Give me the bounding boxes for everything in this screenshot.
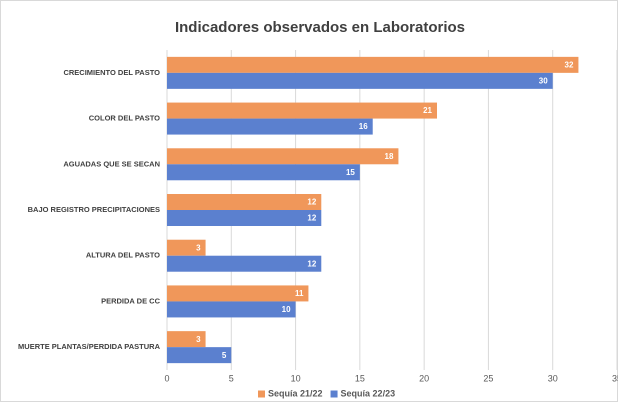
bar [167, 347, 232, 364]
data-label: 18 [385, 152, 394, 161]
data-label: 10 [282, 305, 291, 314]
x-tick-label: 25 [483, 373, 493, 383]
data-label: 15 [346, 168, 355, 177]
y-tick-label: MUERTE PLANTAS/PERDIDA PASTURA [18, 342, 161, 351]
data-label: 3 [196, 335, 201, 344]
x-tick-label: 10 [291, 373, 301, 383]
x-tick-label: 15 [355, 373, 365, 383]
bar [167, 210, 322, 226]
bar [167, 164, 360, 181]
x-tick-label: 20 [419, 373, 429, 383]
bar [167, 148, 399, 165]
legend-swatch [330, 390, 338, 398]
legend-label: Sequía 21/22 [268, 388, 323, 398]
y-tick-label: ALTURA DEL PASTO [86, 251, 160, 260]
data-label: 12 [307, 198, 316, 207]
bar [167, 194, 322, 210]
legend-label: Sequía 22/23 [341, 388, 396, 398]
bar [167, 239, 206, 256]
legend-swatch [258, 390, 265, 398]
data-label: 12 [307, 214, 316, 223]
bar [167, 255, 322, 272]
data-label: 12 [307, 259, 316, 268]
bar [167, 331, 206, 348]
x-tick-label: 30 [548, 373, 558, 383]
x-tick-label: 0 [164, 373, 169, 383]
y-tick-label: CRECIMIENTO DEL PASTO [63, 68, 160, 77]
x-tick-label: 35 [612, 373, 618, 383]
bar [167, 118, 373, 135]
data-label: 21 [423, 106, 432, 115]
data-label: 32 [565, 60, 574, 69]
data-label: 5 [222, 351, 227, 360]
data-label: 30 [539, 76, 548, 85]
bar [167, 285, 309, 302]
y-tick-label: BAJO REGISTRO PRECIPITACIONES [28, 205, 160, 214]
bar [167, 301, 296, 318]
bar [167, 102, 437, 119]
data-label: 16 [359, 122, 368, 131]
y-tick-label: AGUADAS QUE SE SECAN [63, 159, 160, 168]
data-label: 11 [295, 289, 304, 298]
bar [167, 56, 579, 73]
chart-title: Indicadores observados en Laboratorios [175, 19, 465, 36]
data-label: 3 [196, 243, 201, 252]
y-tick-label: PERDIDA DE CC [101, 296, 160, 305]
bar [167, 72, 553, 89]
x-tick-label: 5 [229, 373, 234, 383]
y-tick-label: COLOR DEL PASTO [89, 114, 160, 123]
